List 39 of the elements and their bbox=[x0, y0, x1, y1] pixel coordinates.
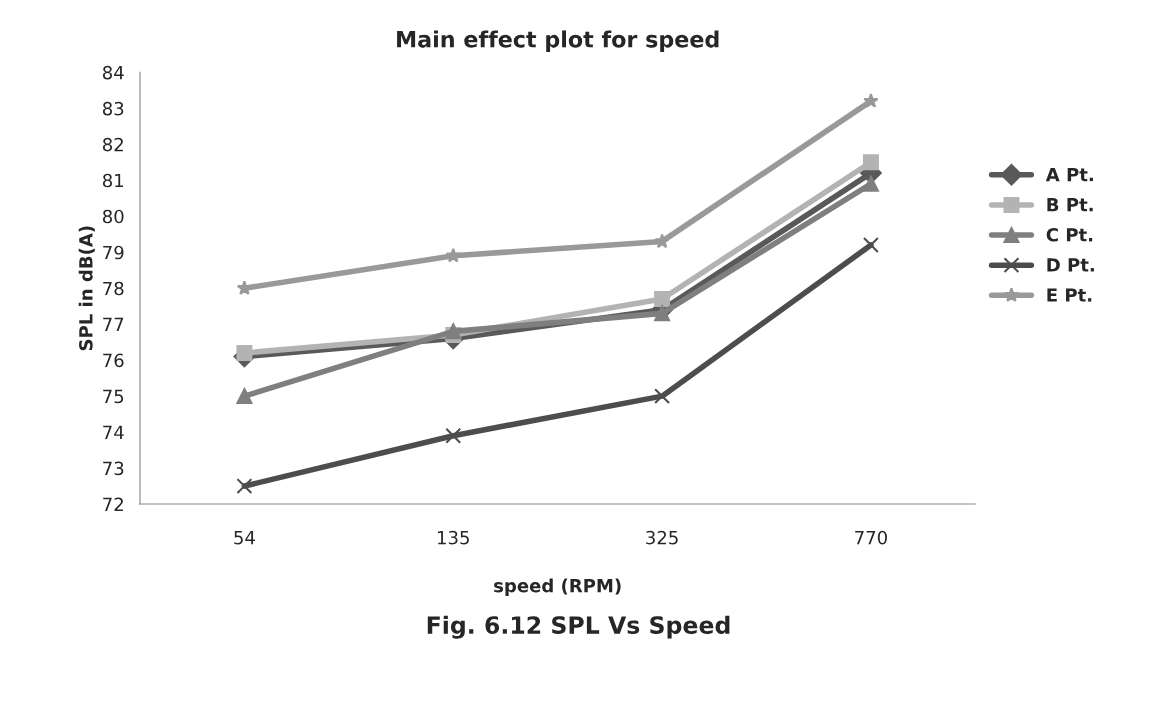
x-tick-label: 325 bbox=[646, 530, 678, 545]
legend-label: C Pt. bbox=[1046, 227, 1093, 242]
point bbox=[862, 154, 879, 171]
y-tick-label: 80 bbox=[102, 209, 124, 224]
y-tick-label: 75 bbox=[103, 389, 124, 404]
x-tick-label: 135 bbox=[438, 530, 469, 545]
x-tick-label: 770 bbox=[855, 530, 887, 545]
y-tick-label: 79 bbox=[103, 245, 124, 260]
legend-label: A Pt. bbox=[1045, 167, 1093, 182]
legend-label: D Pt. bbox=[1047, 258, 1094, 272]
y-tick-label: 83 bbox=[102, 101, 124, 116]
chart-title: Main effect plot for speed bbox=[397, 30, 719, 52]
caption: Fig. 6.12 SPL Vs Speed bbox=[427, 615, 730, 639]
y-tick-label: 82 bbox=[102, 137, 123, 152]
legend-label: B Pt. bbox=[1047, 198, 1093, 212]
point bbox=[236, 478, 253, 495]
y-tick-label: 74 bbox=[103, 425, 124, 439]
x-axis-title: speed (RPM) bbox=[494, 578, 621, 596]
point bbox=[654, 305, 671, 322]
y-tick-label: 77 bbox=[103, 317, 124, 332]
point bbox=[862, 175, 879, 192]
y-tick-label: 78 bbox=[103, 281, 124, 296]
y-tick-label: 84 bbox=[102, 65, 124, 80]
point bbox=[236, 388, 253, 405]
point bbox=[863, 93, 879, 108]
y-tick-label: 73 bbox=[103, 461, 124, 476]
point bbox=[654, 291, 671, 307]
y-tick-label: 76 bbox=[103, 353, 124, 368]
legend-label: E Pt. bbox=[1047, 288, 1092, 302]
point bbox=[654, 388, 671, 405]
point bbox=[445, 247, 461, 263]
point bbox=[236, 344, 253, 361]
x-tick-label: 54 bbox=[234, 531, 255, 545]
y-tick-label: 72 bbox=[103, 497, 123, 511]
point bbox=[445, 427, 462, 444]
y-axis-title: SPL in dB(A) bbox=[78, 226, 95, 351]
point bbox=[862, 237, 879, 253]
y-tick-label: 81 bbox=[102, 173, 124, 188]
point bbox=[654, 233, 670, 249]
